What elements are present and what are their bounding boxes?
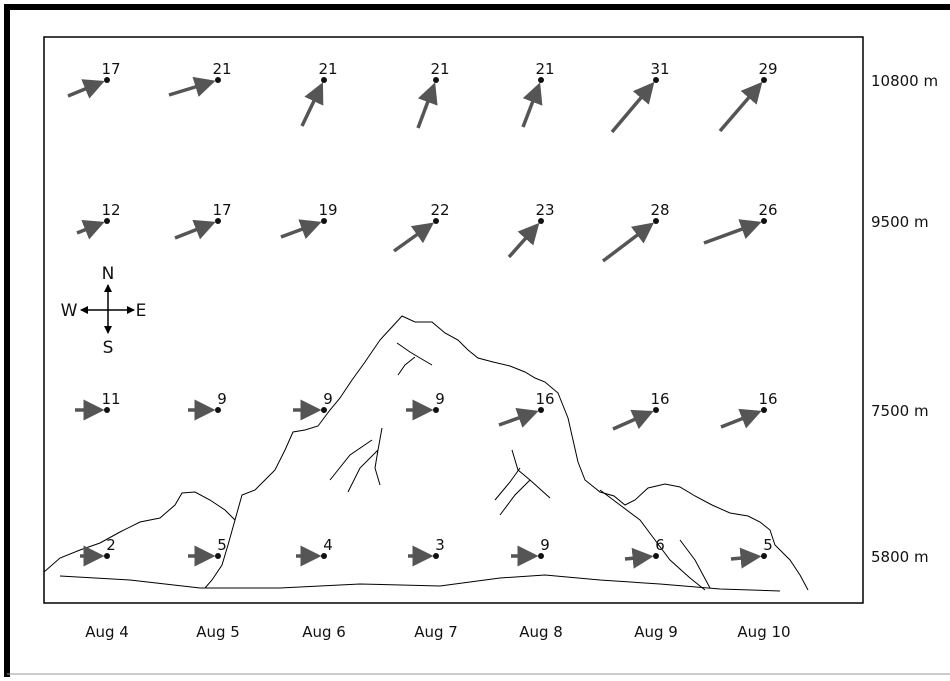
wind-speed: 9 <box>540 536 550 554</box>
wind-speed: 31 <box>650 60 669 78</box>
date-label: Aug 8 <box>519 623 563 641</box>
wind-speed: 19 <box>318 201 337 219</box>
background <box>0 0 950 677</box>
wind-speed: 3 <box>435 536 445 554</box>
wind-speed: 5 <box>217 536 227 554</box>
date-label: Aug 5 <box>196 623 240 641</box>
altitude-label: 5800 m <box>871 548 929 566</box>
compass-label: N <box>102 264 115 284</box>
date-label: Aug 9 <box>634 623 678 641</box>
wind-speed: 16 <box>535 390 554 408</box>
wind-speed: 22 <box>430 201 449 219</box>
date-label: Aug 10 <box>737 623 790 641</box>
compass-label: E <box>136 301 147 321</box>
compass-label: W <box>61 301 78 321</box>
wind-arrow <box>625 557 650 559</box>
wind-speed: 17 <box>101 60 120 78</box>
wind-speed: 9 <box>323 390 333 408</box>
date-label: Aug 4 <box>85 623 129 641</box>
wind-speed: 2 <box>106 536 116 554</box>
wind-speed: 29 <box>758 60 777 78</box>
diagram: N S W E Aug 4 Aug 5 Aug 6 Aug 7 Aug 8 Aug 9 Au… <box>0 0 950 677</box>
altitude-label: 7500 m <box>871 402 929 420</box>
altitude-label: 10800 m <box>871 72 938 90</box>
date-label: Aug 7 <box>414 623 458 641</box>
wind-speed: 9 <box>435 390 445 408</box>
wind-speed: 23 <box>535 201 554 219</box>
wind-speed: 9 <box>217 390 227 408</box>
wind-speed: 16 <box>758 390 777 408</box>
wind-speed: 12 <box>101 201 120 219</box>
wind-speed: 6 <box>655 536 665 554</box>
altitude-label: 9500 m <box>871 213 929 231</box>
date-label: Aug 6 <box>302 623 346 641</box>
wind-speed: 26 <box>758 201 777 219</box>
wind-arrow <box>731 557 758 559</box>
wind-speed: 21 <box>318 60 337 78</box>
wind-speed: 21 <box>430 60 449 78</box>
compass-label: S <box>103 338 114 358</box>
wind-speed: 11 <box>101 390 120 408</box>
wind-speed: 21 <box>535 60 554 78</box>
wind-speed: 17 <box>212 201 231 219</box>
wind-speed: 16 <box>650 390 669 408</box>
wind-speed: 28 <box>650 201 669 219</box>
wind-speed: 5 <box>763 536 773 554</box>
wind-speed: 4 <box>323 536 333 554</box>
wind-speed: 21 <box>212 60 231 78</box>
